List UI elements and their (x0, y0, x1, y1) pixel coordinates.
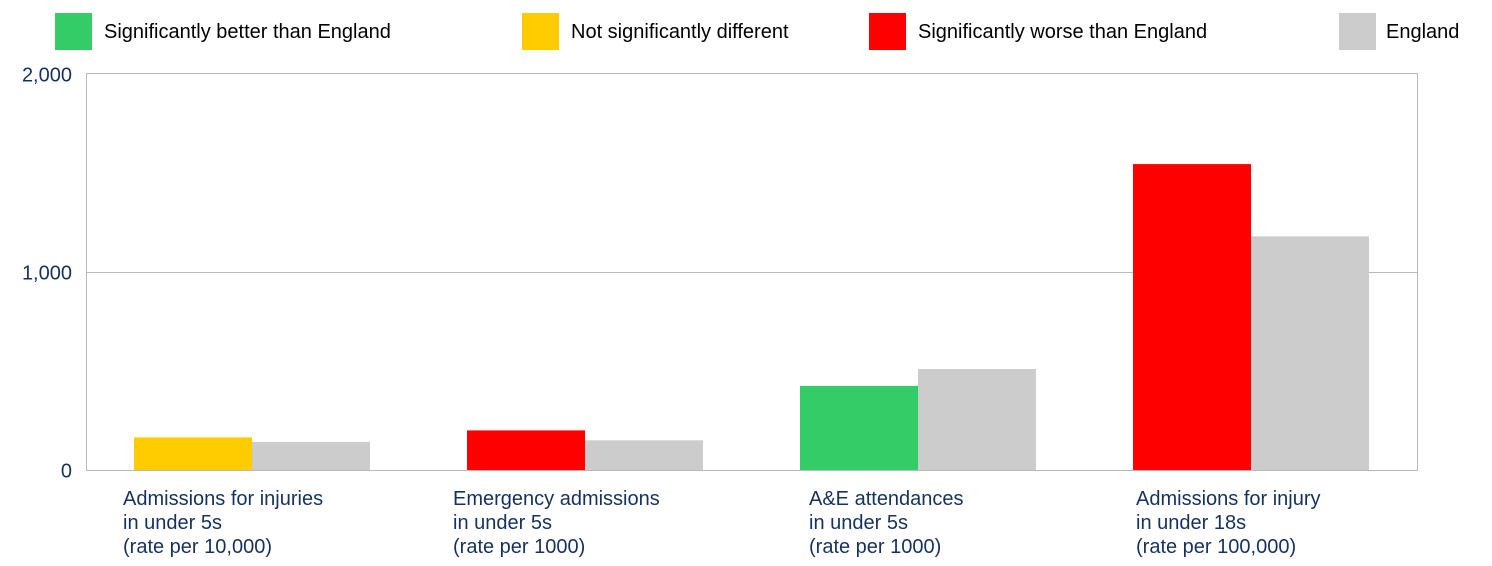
legend-swatch-3 (1339, 13, 1376, 50)
y-tick-label-1: 1,000 (22, 263, 72, 285)
bar-series1-cat2 (918, 369, 1036, 470)
y-tick-label-2: 2,000 (22, 65, 72, 87)
x-category-label-3-line-2: (rate per 100,000) (1136, 536, 1296, 558)
legend: Significantly better than England Not sig… (55, 13, 1459, 50)
legend-label-3: England (1386, 21, 1459, 43)
legend-label-2: Significantly worse than England (918, 21, 1207, 43)
legend-swatch-0 (55, 13, 92, 50)
bar-series0-cat2 (800, 385, 918, 470)
legend-label-1: Not significantly different (571, 21, 789, 43)
bars (134, 164, 1369, 470)
bar-series1-cat1 (585, 440, 703, 470)
legend-swatch-1 (522, 13, 559, 50)
x-category-label-0-line-2: (rate per 10,000) (123, 536, 272, 558)
x-category-label-1-line-0: Emergency admissions (453, 488, 660, 510)
bar-series0-cat0 (134, 437, 252, 470)
x-category-label-0-line-0: Admissions for injuries (123, 488, 323, 510)
x-category-label-3-line-1: in under 18s (1136, 512, 1246, 534)
x-category-label-2-line-1: in under 5s (809, 512, 908, 534)
bar-series1-cat0 (252, 441, 370, 470)
legend-label-0: Significantly better than England (104, 21, 391, 43)
bar-series0-cat1 (467, 430, 585, 470)
x-category-label-0-line-1: in under 5s (123, 512, 222, 534)
x-category-label-1-line-2: (rate per 1000) (453, 536, 585, 558)
y-axis-ticks: 0 1,000 2,000 (22, 65, 72, 483)
bar-series1-cat3 (1251, 236, 1369, 470)
x-category-label-2-line-0: A&E attendances (809, 488, 964, 510)
bar-series0-cat3 (1133, 164, 1251, 470)
legend-swatch-2 (869, 13, 906, 50)
x-category-label-1-line-1: in under 5s (453, 512, 552, 534)
y-tick-label-0: 0 (61, 461, 72, 483)
x-category-label-3-line-0: Admissions for injury (1136, 488, 1321, 510)
x-category-label-2-line-2: (rate per 1000) (809, 536, 941, 558)
plot-frame (86, 73, 1418, 471)
